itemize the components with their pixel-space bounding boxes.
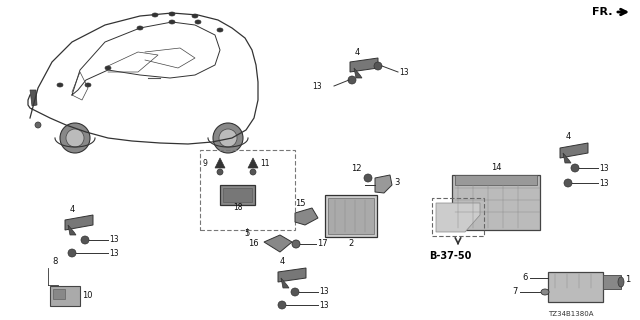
Text: 3: 3: [394, 178, 399, 187]
Text: 15: 15: [295, 199, 305, 209]
Ellipse shape: [195, 20, 201, 24]
Circle shape: [278, 301, 286, 309]
Text: 10: 10: [82, 292, 93, 300]
Circle shape: [571, 164, 579, 172]
Circle shape: [217, 169, 223, 175]
Polygon shape: [281, 278, 289, 288]
Bar: [548, 272, 603, 302]
Polygon shape: [278, 268, 306, 282]
Text: 13: 13: [319, 287, 328, 297]
Polygon shape: [375, 175, 392, 193]
Bar: [452, 175, 540, 230]
Circle shape: [348, 76, 356, 84]
Polygon shape: [560, 143, 588, 158]
Text: 9: 9: [202, 158, 207, 167]
Polygon shape: [65, 215, 93, 230]
Circle shape: [60, 123, 90, 153]
Ellipse shape: [169, 20, 175, 24]
Ellipse shape: [217, 28, 223, 32]
Ellipse shape: [137, 26, 143, 30]
Bar: [50, 286, 80, 306]
Circle shape: [81, 236, 89, 244]
Circle shape: [250, 169, 256, 175]
Text: 4: 4: [69, 205, 75, 214]
Text: 13: 13: [599, 164, 609, 172]
Text: B-37-50: B-37-50: [429, 251, 471, 261]
Bar: [603, 275, 621, 289]
Circle shape: [213, 123, 243, 153]
Text: TZ34B1380A: TZ34B1380A: [548, 311, 593, 317]
Text: 14: 14: [491, 163, 501, 172]
Circle shape: [66, 129, 84, 147]
Ellipse shape: [618, 277, 624, 287]
Bar: [53, 289, 65, 299]
Text: 17: 17: [317, 239, 328, 249]
Bar: [455, 175, 537, 185]
Polygon shape: [354, 68, 362, 78]
Polygon shape: [30, 90, 37, 106]
Bar: [325, 195, 377, 237]
Text: 13: 13: [319, 300, 328, 309]
Circle shape: [35, 122, 41, 128]
Ellipse shape: [192, 14, 198, 18]
Text: 16: 16: [248, 239, 259, 249]
Circle shape: [564, 179, 572, 187]
Ellipse shape: [541, 289, 549, 295]
Text: 4: 4: [565, 132, 571, 140]
Polygon shape: [215, 158, 225, 168]
Text: 12: 12: [351, 164, 361, 172]
Ellipse shape: [169, 12, 175, 16]
Text: 4: 4: [280, 258, 285, 267]
Circle shape: [374, 62, 382, 70]
Text: 6: 6: [523, 274, 528, 283]
Circle shape: [291, 288, 299, 296]
Circle shape: [68, 249, 76, 257]
Text: 13: 13: [109, 236, 118, 244]
Bar: [432, 198, 484, 236]
Polygon shape: [68, 225, 76, 235]
Polygon shape: [264, 235, 292, 252]
Text: 4: 4: [355, 47, 360, 57]
Ellipse shape: [105, 66, 111, 70]
Text: 7: 7: [513, 287, 518, 297]
Text: 13: 13: [599, 179, 609, 188]
Polygon shape: [563, 153, 571, 163]
Text: 1: 1: [625, 276, 630, 284]
Circle shape: [364, 174, 372, 182]
Text: 2: 2: [348, 238, 354, 247]
Text: FR.: FR.: [592, 7, 612, 17]
Circle shape: [219, 129, 237, 147]
Text: 13: 13: [399, 68, 408, 76]
Circle shape: [292, 240, 300, 248]
Ellipse shape: [85, 83, 91, 87]
Text: 5: 5: [244, 229, 250, 238]
Ellipse shape: [57, 83, 63, 87]
Text: 8: 8: [52, 258, 58, 267]
Bar: [328, 198, 374, 234]
Polygon shape: [295, 208, 318, 225]
Bar: [200, 150, 295, 230]
Text: 11: 11: [260, 158, 269, 167]
Polygon shape: [350, 58, 378, 72]
Text: 13: 13: [109, 249, 118, 258]
Polygon shape: [436, 203, 480, 232]
Text: 13: 13: [312, 82, 322, 91]
Ellipse shape: [152, 13, 158, 17]
Text: 18: 18: [233, 203, 243, 212]
Bar: [223, 188, 252, 202]
Polygon shape: [248, 158, 258, 168]
Bar: [220, 185, 255, 205]
